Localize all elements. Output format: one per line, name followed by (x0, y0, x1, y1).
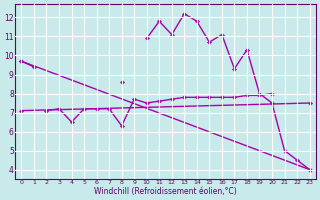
X-axis label: Windchill (Refroidissement éolien,°C): Windchill (Refroidissement éolien,°C) (94, 187, 237, 196)
